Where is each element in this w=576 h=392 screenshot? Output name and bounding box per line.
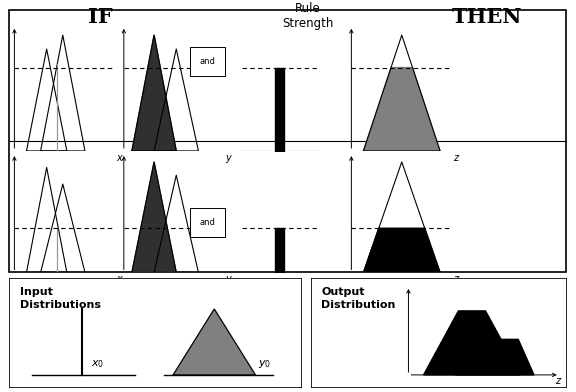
Text: and: and: [199, 218, 215, 227]
Bar: [9, 10, 566, 272]
Text: IF: IF: [89, 7, 113, 27]
Polygon shape: [363, 228, 440, 272]
Text: $x_0$: $x_0$: [91, 358, 104, 370]
Text: Input
Distributions: Input Distributions: [20, 287, 101, 310]
Text: y: y: [226, 274, 232, 284]
Polygon shape: [132, 35, 176, 151]
Text: x: x: [116, 274, 122, 284]
Text: x: x: [116, 153, 122, 163]
Text: y: y: [226, 153, 232, 163]
Text: Output
Distribution: Output Distribution: [321, 287, 396, 310]
Text: Rule
Strength: Rule Strength: [282, 2, 334, 31]
Polygon shape: [363, 67, 440, 151]
Text: and: and: [199, 57, 215, 66]
Polygon shape: [132, 162, 176, 272]
Polygon shape: [455, 339, 534, 375]
Text: z: z: [555, 376, 560, 386]
Text: z: z: [453, 153, 458, 163]
Text: THEN: THEN: [452, 7, 522, 27]
Text: $y_0$: $y_0$: [258, 358, 271, 370]
Polygon shape: [173, 309, 255, 375]
Polygon shape: [423, 311, 520, 375]
Text: z: z: [453, 274, 458, 284]
